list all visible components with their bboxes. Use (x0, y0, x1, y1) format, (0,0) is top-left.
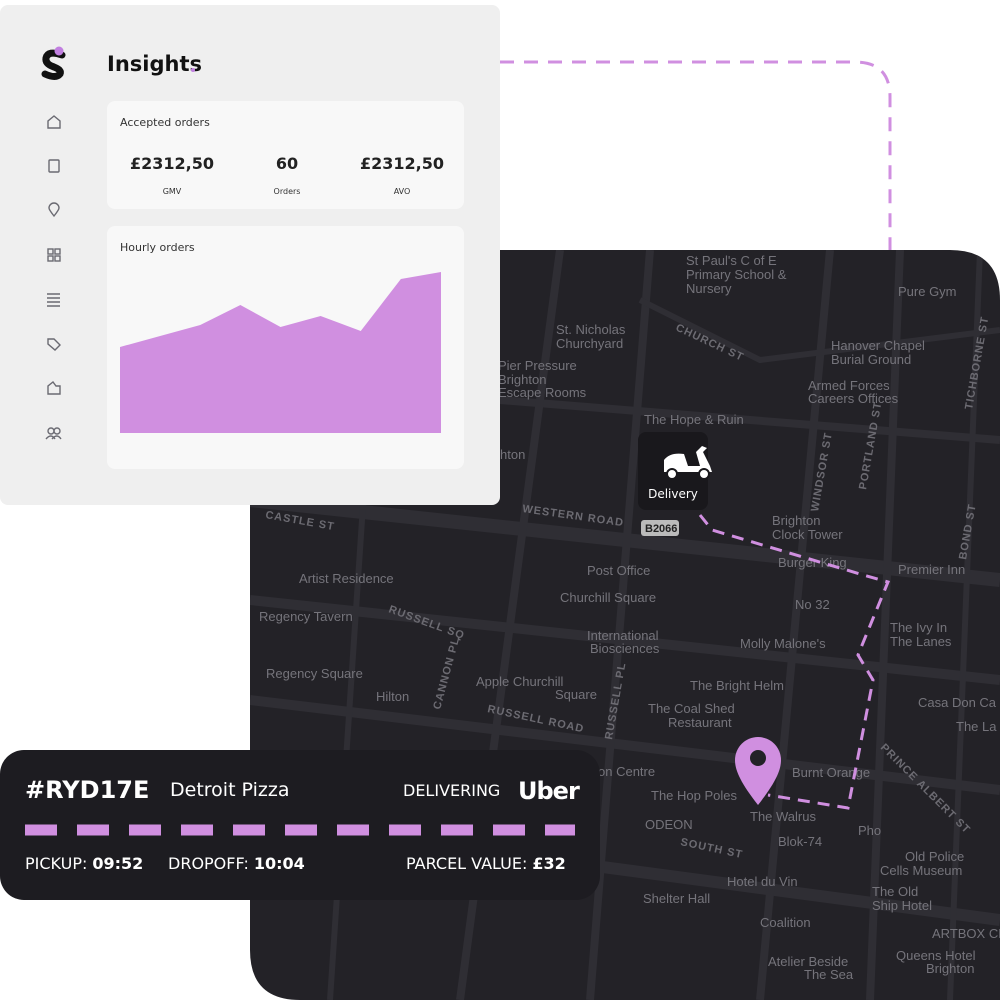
card-title: Accepted orders (120, 116, 210, 129)
map-label: ARTBOX CE (932, 926, 1000, 941)
map-label: on Centre (598, 764, 655, 779)
map-label: Blok-74 (778, 834, 822, 849)
map-label: Restaurant (668, 715, 732, 730)
map-label: Old Police (905, 849, 964, 864)
restaurant: Detroit Pizza (170, 779, 289, 801)
map-label: Post Office (587, 563, 650, 578)
map-label: Regency Square (266, 666, 363, 681)
map-label: Square (555, 687, 597, 702)
order-id: #RYD17E (25, 776, 149, 804)
map-label: hton (500, 447, 525, 462)
map-label: The Old (872, 884, 918, 899)
map-label: Premier Inn (898, 562, 965, 577)
map-label: Churchyard (556, 336, 623, 351)
map-label: No 32 (795, 597, 830, 612)
map-label: Molly Malone's (740, 636, 826, 651)
map-label: Pho (858, 823, 881, 838)
map-label: Clock Tower (772, 527, 843, 542)
map-label: St Paul's C of E (686, 253, 777, 268)
accepted-orders-card (107, 101, 464, 209)
map-label: Brighton (926, 961, 974, 976)
map-label: Apple Churchill (476, 674, 564, 689)
stat-value: 60 (276, 154, 298, 173)
parcel: PARCEL VALUE: £32 (406, 854, 566, 873)
map-label: The Sea (804, 967, 854, 982)
map-label: Careers Offices (808, 391, 899, 406)
stat-value: £2312,50 (360, 154, 444, 173)
map-label: The Walrus (750, 809, 816, 824)
parcel-value: £32 (532, 854, 565, 873)
map-label: Brighton (498, 372, 546, 387)
map-label: Casa Don Ca (918, 695, 997, 710)
stat-label: Orders (274, 187, 301, 196)
map-label: Queens Hotel (896, 948, 976, 963)
map-label: The Lanes (890, 634, 952, 649)
map-label: Hotel du Vin (727, 874, 798, 889)
stat-value: £2312,50 (130, 154, 214, 173)
map-label: The La (956, 719, 997, 734)
chart (120, 272, 441, 433)
nav-icons (45, 115, 62, 440)
map-label: B2066 (645, 523, 677, 535)
map-label: St. Nicholas (556, 322, 626, 337)
connector (500, 60, 892, 250)
map-label: The Coal Shed (648, 701, 735, 716)
map-label: Coalition (760, 915, 811, 930)
destination-pin (735, 737, 781, 805)
map-label: Primary School & (686, 267, 787, 282)
logo (41, 49, 66, 80)
parcel-label: PARCEL VALUE: (406, 854, 527, 873)
page-title: Insights (107, 52, 202, 76)
map-label: Brighton (772, 513, 820, 528)
order-card: #RYD17E Detroit Pizza DELIVERING Uber PI… (0, 750, 600, 900)
map-label: Burnt Orange (792, 765, 870, 780)
map-label: The Ivy In (890, 620, 947, 635)
road-badge (641, 520, 679, 536)
insights-panel: Insights Accepted orders £2312,50 GMV 60… (0, 5, 500, 505)
map-label: Armed Forces (808, 378, 890, 393)
map-label: Pier Pressure (498, 358, 577, 373)
map-label: Nursery (686, 281, 732, 296)
map-label: Artist Residence (299, 571, 394, 586)
chart-title: Hourly orders (120, 241, 195, 254)
area (120, 272, 441, 433)
marker-label: Delivery (648, 487, 698, 501)
map-label: Burial Ground (831, 352, 911, 367)
dropoff-label: DROPOFF: (168, 854, 249, 873)
route (698, 514, 891, 810)
logo-dot (54, 46, 64, 56)
map-label: Pure Gym (898, 284, 957, 299)
title-dot (191, 68, 195, 72)
map-label: The Hope & Ruin (644, 412, 744, 427)
map-label: The Bright Helm (690, 678, 784, 693)
stat-label: GMV (163, 187, 182, 196)
dropoff: DROPOFF: 10:04 (168, 854, 305, 873)
map-label: Cells Museum (880, 863, 962, 878)
map-label: Shelter Hall (643, 891, 710, 906)
map-label: ODEON (645, 817, 693, 832)
dropoff-time: 10:04 (254, 854, 305, 873)
status: DELIVERING (403, 781, 500, 800)
map-label: The Hop Poles (651, 788, 737, 803)
map-label: Churchill Square (560, 590, 656, 605)
stat-label: AVO (394, 187, 411, 196)
map-label: Escape Rooms (498, 385, 587, 400)
map-label: Ship Hotel (872, 898, 932, 913)
map-label: Hilton (376, 689, 409, 704)
pickup: PICKUP: 09:52 (25, 854, 143, 873)
pickup-time: 09:52 (92, 854, 143, 873)
delivery-marker: Delivery (638, 432, 712, 510)
map-label: Atelier Beside (768, 954, 848, 969)
pickup-label: PICKUP: (25, 854, 87, 873)
map-label: Hanover Chapel (831, 338, 925, 353)
map-label: Biosciences (590, 641, 660, 656)
map-label: International (587, 628, 659, 643)
map-label: Regency Tavern (259, 609, 353, 624)
provider: Uber (518, 777, 580, 805)
